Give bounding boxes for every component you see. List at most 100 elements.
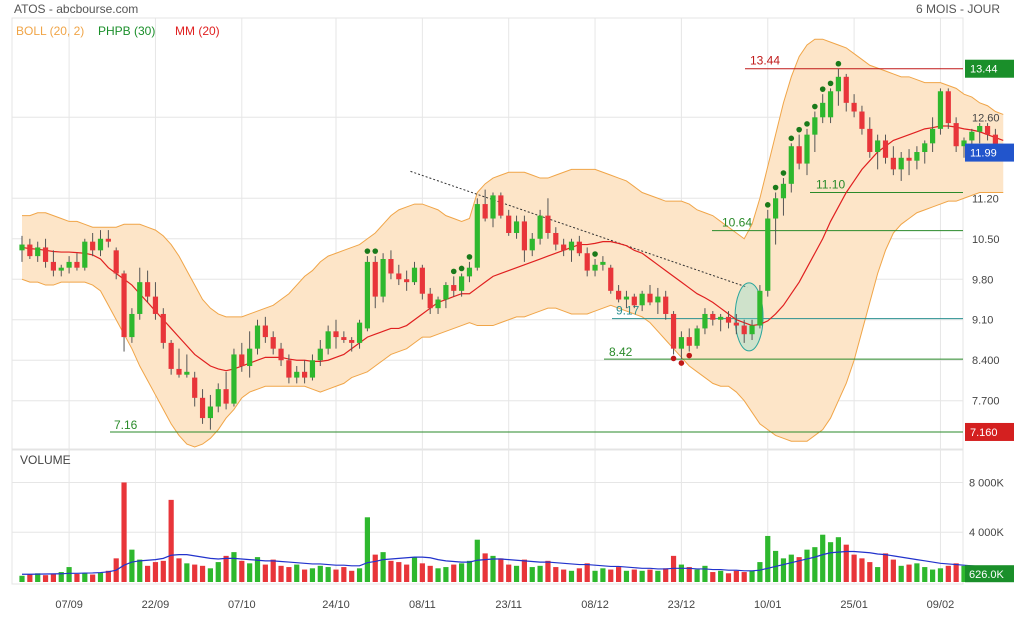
candle-body [780,183,787,199]
volume-bar [733,570,739,582]
candle-body [647,293,653,303]
candle-body [796,146,802,164]
phpb-high-dot [796,126,802,133]
volume-bar [718,570,724,582]
candle-body [749,325,755,335]
x-tick-label: 24/10 [322,599,350,611]
volume-bar [349,570,355,582]
volume-bar [914,563,920,582]
candle-body [600,261,606,265]
phpb-high-dot [835,60,842,67]
volume-bar [35,573,41,582]
volume-bar [608,569,614,582]
volume-bar [953,563,959,582]
candle-body [341,337,347,340]
x-tick-label: 25/01 [840,599,868,611]
candle-body [914,152,920,161]
x-tick-label: 08/11 [409,599,436,611]
candle-body [176,368,182,375]
candle-body [333,331,339,338]
y-tick-label: 9.80 [972,274,993,286]
volume-bar [137,559,143,582]
candle-body [969,131,975,141]
volume-bar [804,549,810,582]
volume-bar [780,558,787,582]
candle-body [561,244,567,251]
candle-body [349,339,355,343]
level-label: 10.64 [722,216,752,230]
candle-body [137,282,143,314]
candle-body [906,157,912,161]
volume-bar [835,537,841,582]
volume-bar [176,558,182,582]
candle-body [309,360,316,378]
volume-bar [411,557,418,582]
candle-body [90,241,96,251]
volume-bar [247,563,253,582]
candle-body [875,140,881,153]
phpb-high-dot [827,80,834,87]
candle-body [42,247,49,262]
candle-body [725,316,732,323]
volume-bar [631,569,637,582]
candle-body [670,313,677,349]
volume-bar [859,558,865,582]
bollinger-upper-line [22,38,1004,318]
volume-bar [262,564,268,582]
x-tick-label: 23/11 [495,599,522,611]
volume-bar [655,570,661,582]
volume-bar [474,539,480,582]
candle-body [184,371,190,375]
volume-bar [215,562,221,582]
y-tick-label: 9.10 [972,315,993,327]
legend-mm: MM (20) [175,24,220,38]
candle-body [537,215,543,239]
x-tick-label: 22/09 [142,599,170,611]
phpb-low-dot [678,360,685,366]
phpb-low-dot [686,352,693,359]
volume-bar [647,569,653,582]
candle-body [247,348,253,367]
candle-body [50,261,56,271]
volume-bar [129,549,135,582]
phpb-high-dot [764,202,771,208]
phpb-low-dot [670,355,677,362]
volume-bar [66,567,72,582]
volume-bar [270,559,276,582]
volume-bar [294,564,300,582]
candle-body [145,282,151,297]
candle-body [74,261,80,268]
trendline [410,170,748,288]
candle-body [152,296,159,314]
legend-boll: BOLL (20, 2) [16,24,84,38]
volume-bar [506,564,512,582]
price-tag-label: 7.160 [970,427,998,439]
candle-body [788,146,794,184]
candle-body [922,143,928,153]
volume-panel-title: VOLUME [20,453,71,467]
volume-bar [796,557,802,582]
price-tag-label: 13.44 [970,64,998,76]
volume-average-group [22,550,1004,575]
volume-bar [317,565,323,582]
volume-bar [529,567,535,582]
volume-bar [82,573,88,582]
candle-body [882,140,889,158]
volume-bar [788,554,794,582]
volume-bar [372,554,378,582]
volume-bar [356,568,363,582]
candle-body [168,342,174,369]
candle-body [482,204,488,219]
volume-bar [168,499,174,582]
candle-body [937,91,944,129]
candle-body [835,76,841,92]
candle-body [105,238,111,242]
candle-body [129,313,135,338]
volume-bar [710,572,716,582]
volume-bar [207,568,213,582]
candle-body [302,371,308,378]
candle-body [411,267,418,283]
phpb-high-dot [364,248,371,254]
volume-bar [930,569,936,582]
